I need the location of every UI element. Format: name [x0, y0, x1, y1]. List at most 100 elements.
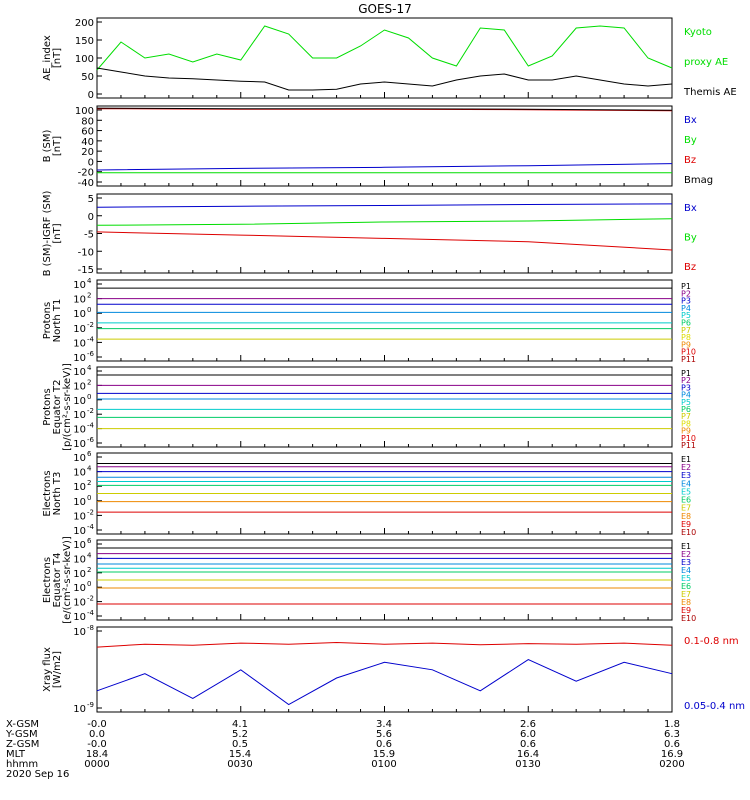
legend-entry: P9 [681, 427, 691, 436]
y-tick-label: 10 [73, 598, 86, 609]
y-tick-label: 10 [73, 482, 86, 493]
y-axis-label: Electrons [42, 557, 53, 603]
series-line-ae-2 [96, 67, 673, 91]
legend-entry: E4 [681, 566, 691, 575]
panel-frame [96, 105, 673, 187]
legend-entry: P2 [681, 289, 691, 298]
y-tick-label: 10 [73, 554, 86, 565]
y-axis-label: [W/m2] [52, 651, 63, 688]
y-tick-exponent: 4 [87, 277, 92, 285]
footer-row-label: Z-GSM [6, 739, 39, 750]
panel-ae: 200 150 100 50 0 AE_index [nT] Kyoto proxy AE The… [42, 17, 737, 101]
y-tick-exponent: -6 [87, 436, 95, 444]
y-tick-label: 10 [73, 704, 86, 715]
legend-entry: P4 [681, 304, 691, 313]
footer-value: 0130 [515, 759, 540, 770]
panel-frame [96, 626, 673, 713]
legend-entry: 0.05-0.4 nm [684, 701, 745, 712]
y-tick-label: 5 [88, 194, 94, 205]
y-tick-exponent: -2 [87, 407, 94, 415]
y-axis-label: [nT] [52, 48, 63, 68]
y-tick-label: 10 [73, 453, 86, 464]
footer-value: -0.0 [87, 739, 107, 750]
series-line-bigrf-2 [96, 218, 673, 226]
y-tick-label: 80 [81, 116, 94, 127]
legend-entry: P5 [681, 311, 691, 320]
footer-value: 15.9 [373, 749, 395, 760]
footer-row-label: X-GSM [6, 719, 39, 730]
legend-entry: E10 [681, 614, 696, 623]
footer-value: 6.0 [520, 729, 536, 740]
y-tick-label: 0 [88, 90, 94, 101]
footer-value: 16.4 [517, 749, 539, 760]
y-axis-label: North T3 [52, 472, 63, 516]
legend-entry: P8 [681, 333, 691, 342]
footer-value: 2.6 [520, 719, 536, 730]
y-tick-label: 10 [73, 468, 86, 479]
y-tick-label: 10 [73, 526, 86, 537]
y-axis-label: [e/(cm²-s-sr-keV)] [62, 536, 73, 624]
legend-entry: P1 [681, 369, 691, 378]
legend-entry: P6 [681, 405, 691, 414]
footer-value: 3.4 [376, 719, 392, 730]
legend-entry: E7 [681, 504, 691, 513]
legend-entry: Bz [684, 155, 696, 166]
series-line-xray-1 [96, 641, 673, 648]
legend-entry: P8 [681, 419, 691, 428]
legend-entry: P5 [681, 398, 691, 407]
y-axis-label: Protons [42, 302, 53, 339]
y-tick-label: -20 [78, 168, 94, 179]
legend-entry: 0.1-0.8 nm [684, 636, 739, 647]
y-axis-label: Electrons [42, 470, 53, 516]
panel-frame [96, 279, 673, 362]
series-line-ae-1 [96, 25, 673, 71]
legend-entry: Bx [684, 203, 697, 214]
y-axis-label: Xray flux [42, 647, 53, 692]
footer-value: 4.1 [232, 719, 248, 730]
y-tick-label: 0 [88, 212, 94, 223]
legend-entry: P7 [681, 412, 691, 421]
y-tick-exponent: -2 [87, 508, 94, 516]
y-axis-label: Protons [42, 388, 53, 425]
y-tick-exponent: 0 [87, 393, 91, 401]
y-tick-label: 60 [81, 127, 94, 138]
y-axis-label: [nT] [52, 136, 63, 156]
legend-entry: E5 [681, 574, 691, 583]
y-tick-label: 10 [73, 309, 86, 320]
legend-entry: P10 [681, 434, 696, 443]
footer-value: 0100 [371, 759, 396, 770]
y-tick-label: 10 [73, 410, 86, 421]
y-tick-label: 10 [73, 381, 86, 392]
series-line-bigrf-3 [96, 231, 673, 251]
footer-value: 0000 [84, 759, 109, 770]
y-tick-exponent: 0 [87, 306, 91, 314]
y-tick-label: 10 [73, 583, 86, 594]
footer-value: 0200 [659, 759, 684, 770]
y-axis-label: [p/(cm²-s-sr-keV)] [62, 363, 73, 451]
y-tick-label: 10 [73, 511, 86, 522]
legend-entry: E2 [681, 550, 691, 559]
footer-row-label: Y-GSM [5, 729, 38, 740]
legend-entry: P9 [681, 340, 691, 349]
y-axis-label: [nT] [52, 223, 63, 243]
y-tick-label: 10 [73, 569, 86, 580]
y-tick-exponent: 6 [87, 450, 92, 458]
legend-entry: P6 [681, 319, 691, 328]
legend-entry: E1 [681, 542, 691, 551]
legend-entry: E5 [681, 487, 691, 496]
legend-entry: E9 [681, 520, 691, 529]
panel-frame [96, 366, 673, 448]
legend-entry: P3 [681, 297, 691, 306]
footer-value: 5.6 [376, 729, 392, 740]
y-tick-exponent: -2 [87, 321, 94, 329]
y-tick-label: -40 [78, 178, 94, 189]
footer-value: 0.6 [520, 739, 536, 750]
legend-entry: E8 [681, 512, 691, 521]
legend-entry: E10 [681, 528, 696, 537]
y-tick-exponent: 4 [87, 364, 92, 372]
y-tick-exponent: -6 [87, 350, 95, 358]
y-tick-exponent: 2 [87, 378, 91, 386]
